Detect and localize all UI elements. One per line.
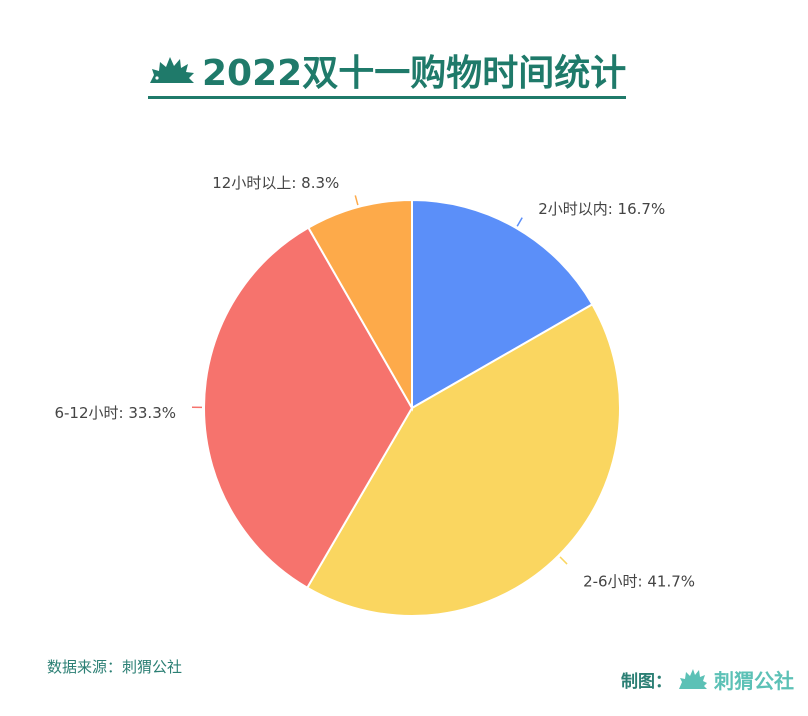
chart-title: 2022双十一购物时间统计 [202, 53, 627, 94]
credit-brand: 刺猬公社 [714, 668, 794, 693]
pie-leader-line-2 [559, 556, 568, 565]
pie-slice-2 [305, 303, 621, 617]
pie-slice-1 [411, 198, 594, 410]
pie-label-2: 2-6小时: 41.7% [583, 573, 695, 591]
pie-slices [203, 198, 621, 617]
hedgehog-icon [150, 57, 194, 83]
pie-leader-line-4 [354, 195, 359, 206]
hedgehog-brand-icon [679, 669, 707, 689]
pie-label-4: 12小时以上: 8.3% [212, 174, 339, 192]
credit-label: 制图： [621, 671, 672, 692]
chart-title-block: 2022双十一购物时间统计 [148, 46, 627, 99]
pie-labels: 2小时以内: 16.7% 2-6小时: 41.7% 6-12小时: 33.3% 12小… [54, 174, 695, 591]
pie-label-1: 2小时以内: 16.7% [538, 200, 665, 218]
credit-block: 制图： 刺猬公社 [621, 664, 794, 694]
data-source-note: 数据来源：刺猬公社 [47, 658, 183, 676]
pie-slice-4 [307, 198, 413, 412]
pie-label-3: 6-12小时: 33.3% [54, 404, 176, 422]
pie-leader-line-1 [516, 217, 523, 227]
